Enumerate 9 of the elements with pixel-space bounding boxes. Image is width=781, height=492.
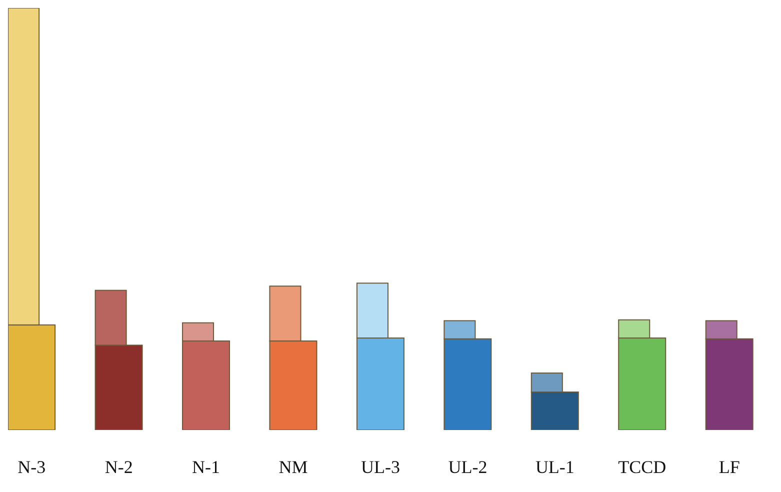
x-tick-label: UL-3 (361, 456, 400, 477)
x-tick-label: N-1 (192, 456, 220, 477)
x-tick-label: TCCD (618, 456, 666, 477)
x-tick-label: UL-1 (535, 456, 574, 477)
x-tick-label: LF (718, 456, 740, 477)
x-tick-label: NM (278, 456, 308, 477)
x-tick-label: N-2 (104, 456, 133, 477)
x-tick-label: N-3 (18, 456, 46, 477)
x-tick-label: UL-2 (448, 456, 488, 477)
